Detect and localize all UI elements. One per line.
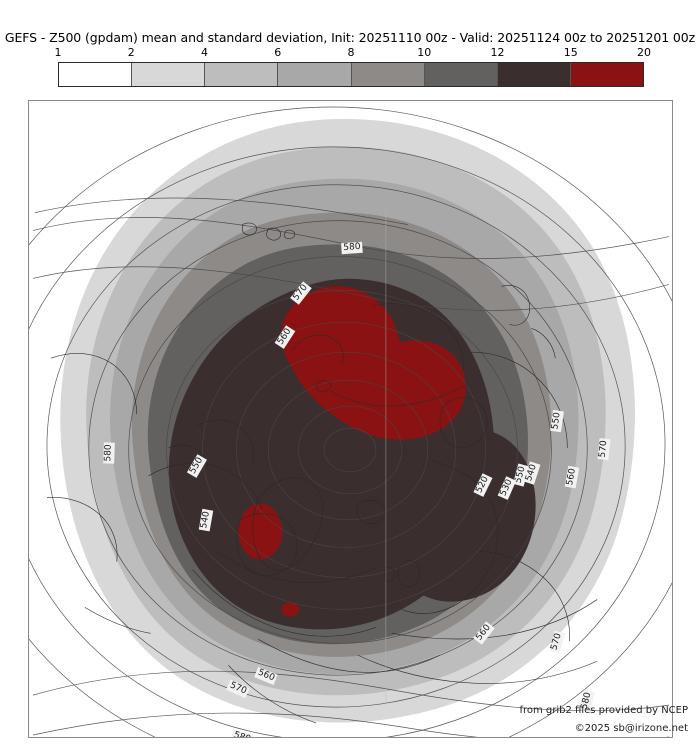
colorbar-tick-2: 2 bbox=[127, 46, 135, 59]
colorbar-tick-15: 15 bbox=[563, 46, 578, 59]
data-source-credit: from grib2 files provided by NCEP bbox=[519, 705, 688, 716]
colorbar-tick-12: 12 bbox=[490, 46, 505, 59]
colorbar-segment-5 bbox=[351, 63, 425, 86]
colorbar-tick-6: 6 bbox=[274, 46, 282, 59]
map-frame[interactable]: 580 570 560 580 550 540 550 570 560 550 540 530 520 5… bbox=[28, 100, 673, 738]
colorbar-tick-labels: 1 2 4 6 8 10 12 15 20 bbox=[54, 46, 652, 62]
colorbar-segment-6 bbox=[424, 63, 498, 86]
spread-max-red-arctic bbox=[281, 286, 466, 440]
spread-band-12-east-lobe bbox=[390, 429, 536, 602]
spread-max-red-hudson bbox=[238, 503, 283, 560]
colorbar-tick-10: 10 bbox=[417, 46, 432, 59]
colorbar-tick-20: 20 bbox=[637, 46, 651, 59]
colorbar-tick-4: 4 bbox=[201, 46, 208, 59]
colorbar-segment-4 bbox=[278, 63, 352, 86]
contour-label-580-0: 580 bbox=[341, 241, 363, 255]
colorbar-tick-1: 1 bbox=[54, 46, 62, 59]
contour-label-580-3: 580 bbox=[103, 442, 115, 464]
colorbar-tick-8: 8 bbox=[347, 46, 355, 59]
colorbar-segment-1 bbox=[59, 63, 133, 86]
colorbar-segment-2 bbox=[132, 63, 206, 86]
colorbar-segment-7 bbox=[497, 63, 571, 86]
z500-spread-map bbox=[29, 101, 672, 737]
standard-deviation-colorbar bbox=[58, 62, 644, 87]
colorbar-container: 1 2 4 6 8 10 12 15 20 bbox=[54, 46, 652, 87]
colorbar-segment-8 bbox=[570, 63, 643, 86]
copyright-credit: ©2025 sb@irizone.net bbox=[574, 723, 688, 734]
spread-max-red-small bbox=[281, 602, 300, 617]
colorbar-segment-3 bbox=[205, 63, 279, 86]
z500-contour-lines bbox=[29, 106, 672, 737]
page-title: GEFS - Z500 (gpdam) mean and standard de… bbox=[4, 30, 696, 45]
contour-label-570-7: 570 bbox=[597, 437, 611, 461]
coastlines bbox=[46, 222, 598, 724]
